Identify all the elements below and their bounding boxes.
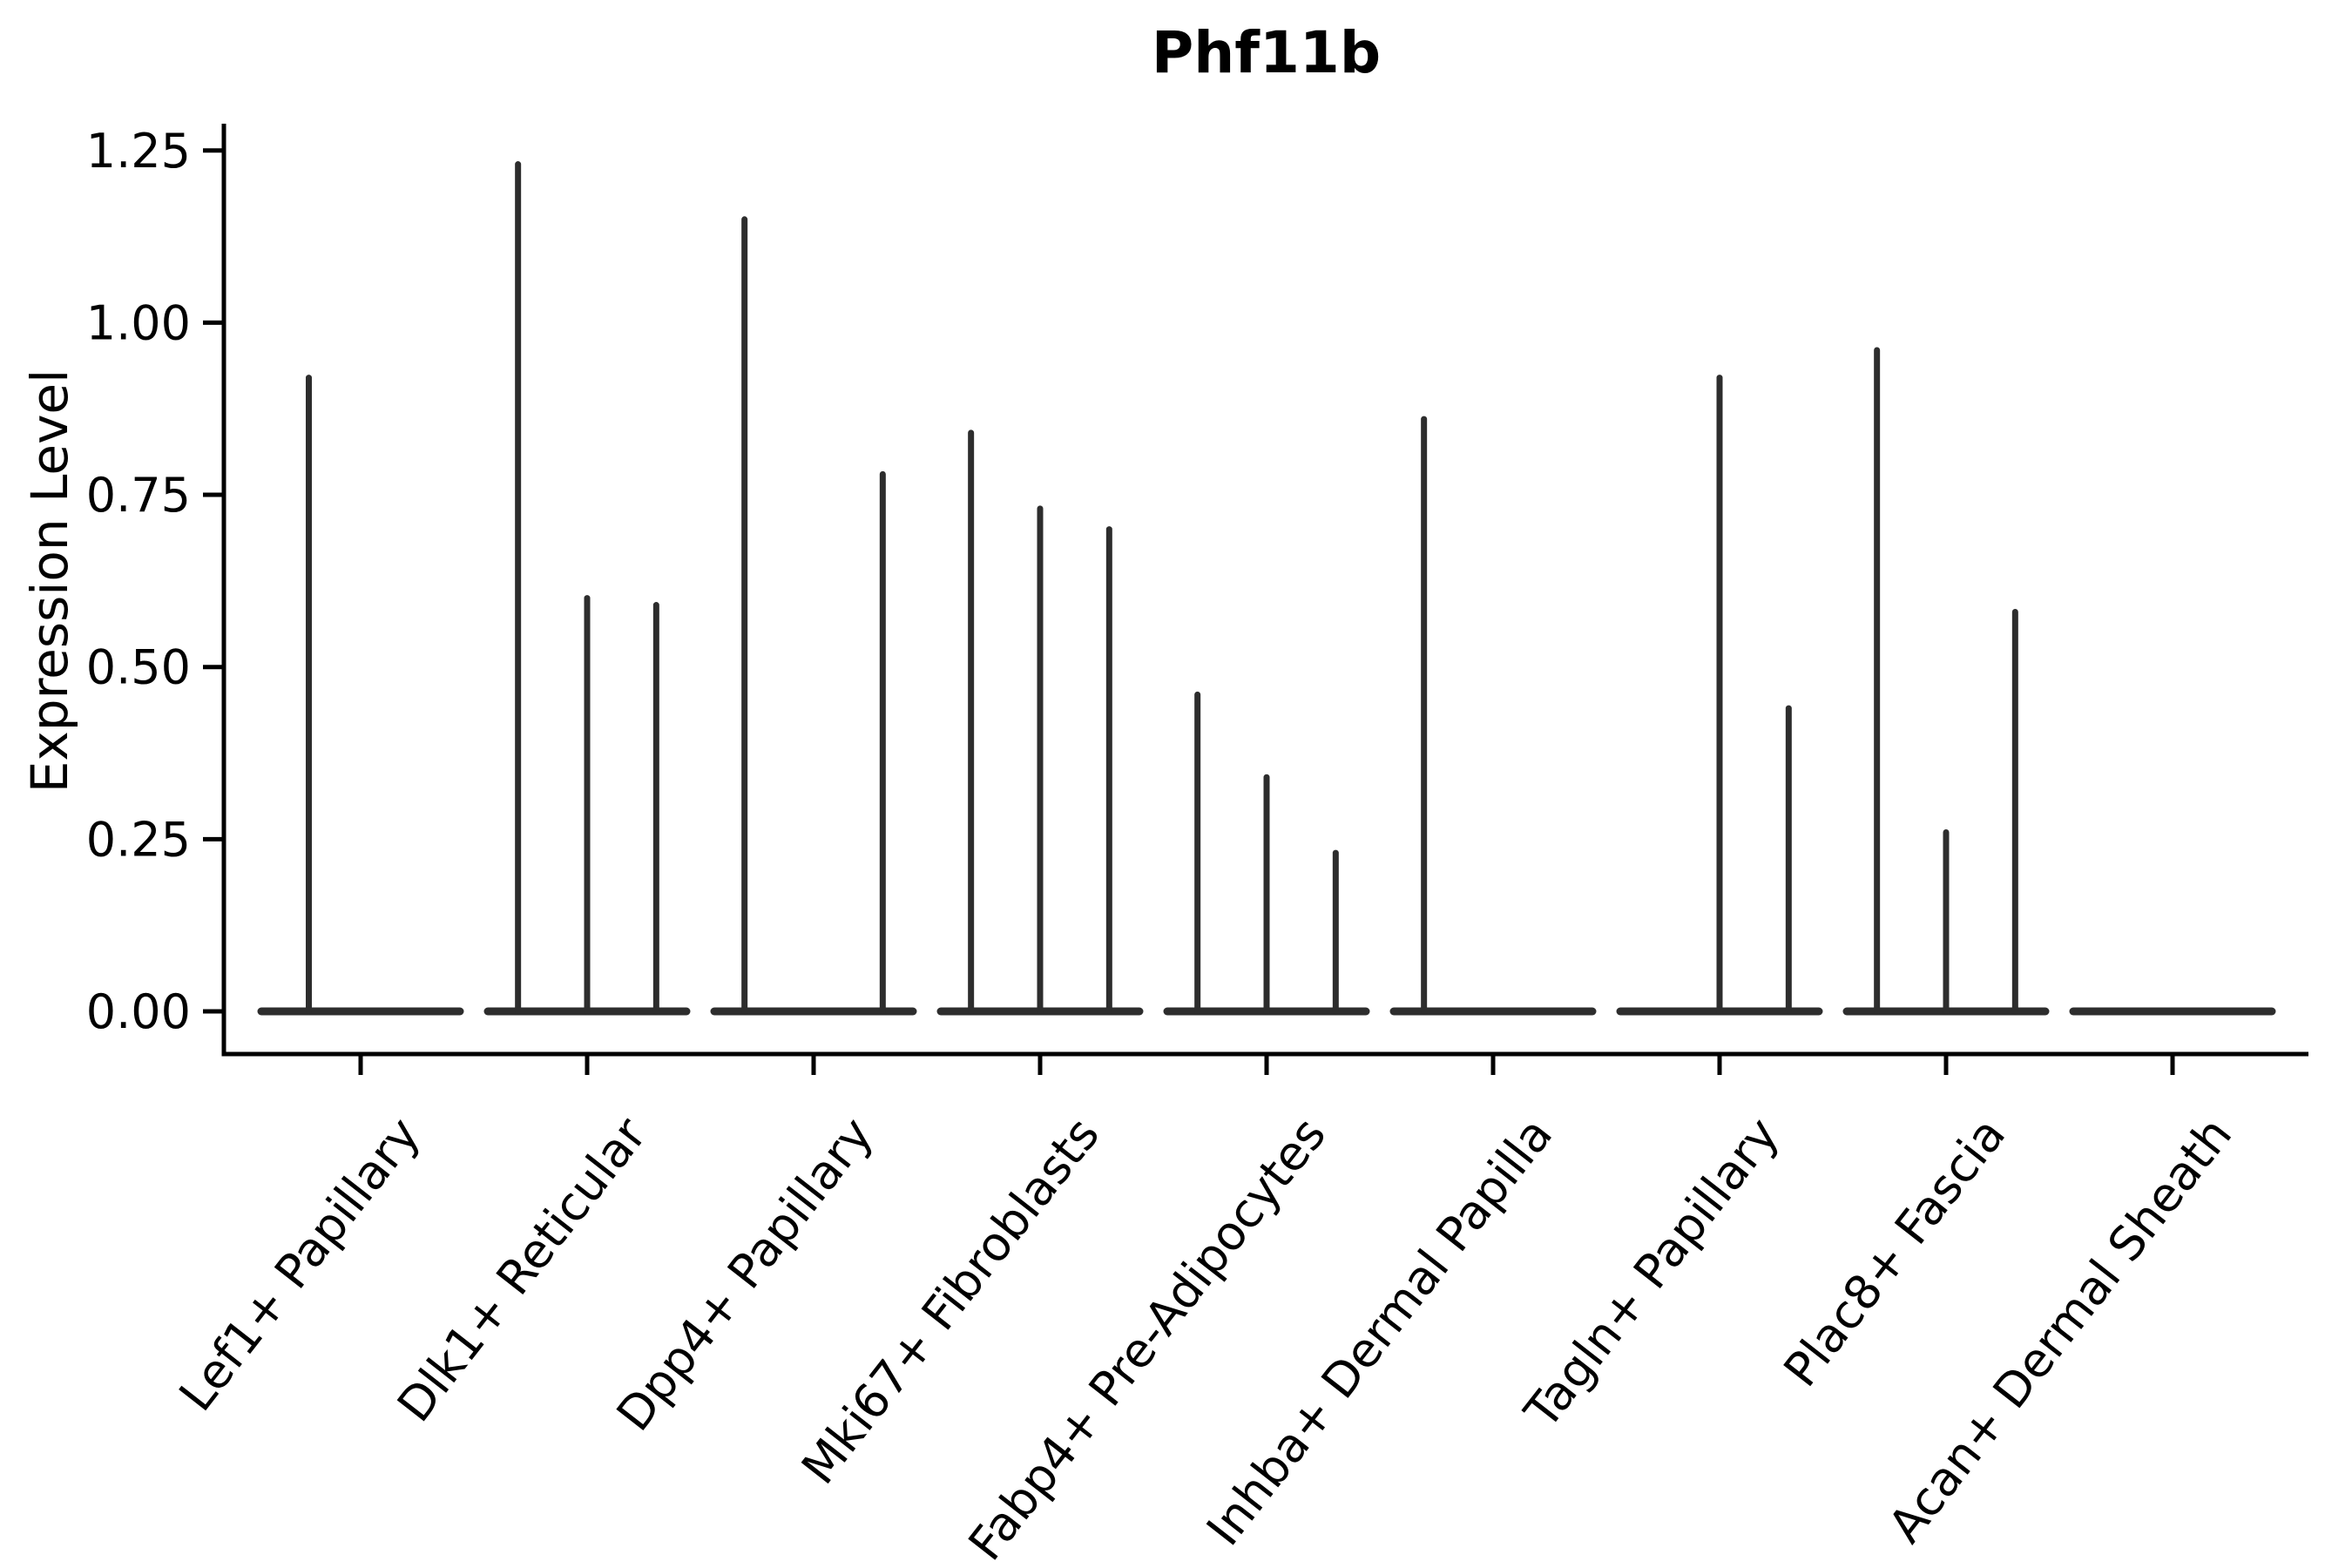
x-tick-label: Tagln+ Papillary <box>1514 1107 1790 1439</box>
y-tick-label: 0.50 <box>86 640 191 695</box>
y-tick-label: 1.25 <box>86 124 191 179</box>
x-tick-label: Dlk1+ Reticular <box>387 1107 658 1432</box>
x-tick-label: Lef1+ Papillary <box>168 1107 430 1421</box>
chart-title: Phf11b <box>1151 19 1382 86</box>
x-tick-label: Plac8+ Fascia <box>1773 1107 2016 1396</box>
y-tick-label: 0.75 <box>86 468 191 523</box>
y-tick-label: 1.00 <box>86 295 191 350</box>
y-tick-label: 0.00 <box>86 984 191 1039</box>
y-axis-label: Expression Level <box>20 368 79 794</box>
y-tick-label: 0.25 <box>86 812 191 867</box>
x-tick-label: Dpp4+ Papillary <box>606 1107 883 1441</box>
